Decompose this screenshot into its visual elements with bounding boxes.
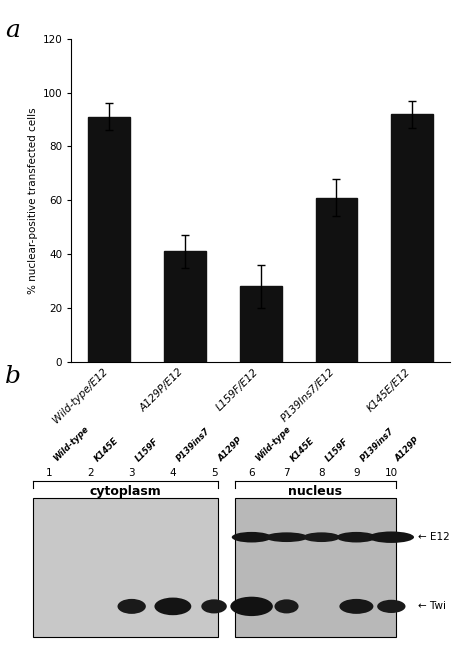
Bar bbox=[88, 117, 130, 362]
Bar bbox=[316, 198, 357, 362]
Text: P139ins7: P139ins7 bbox=[358, 426, 396, 463]
Text: 4: 4 bbox=[170, 468, 176, 477]
Text: Wild-type: Wild-type bbox=[51, 424, 90, 463]
Bar bbox=[235, 499, 395, 637]
Ellipse shape bbox=[230, 597, 273, 616]
Text: L159F: L159F bbox=[134, 437, 161, 463]
Text: P139ins7: P139ins7 bbox=[175, 426, 212, 463]
Ellipse shape bbox=[118, 599, 146, 614]
Text: 5: 5 bbox=[211, 468, 218, 477]
Text: 6: 6 bbox=[248, 468, 255, 477]
Text: A129P: A129P bbox=[393, 435, 421, 463]
Text: ← E12: ← E12 bbox=[419, 532, 450, 542]
Text: 1: 1 bbox=[46, 468, 53, 477]
Ellipse shape bbox=[369, 532, 414, 543]
Y-axis label: % nuclear-positive transfected cells: % nuclear-positive transfected cells bbox=[28, 107, 38, 293]
Bar bbox=[164, 251, 206, 362]
Text: 3: 3 bbox=[128, 468, 135, 477]
Text: cytoplasm: cytoplasm bbox=[90, 485, 161, 498]
Text: 7: 7 bbox=[283, 468, 290, 477]
Text: b: b bbox=[5, 365, 21, 388]
Bar bbox=[33, 499, 218, 637]
Text: 8: 8 bbox=[318, 468, 325, 477]
Text: 10: 10 bbox=[385, 468, 398, 477]
Text: a: a bbox=[5, 19, 19, 43]
Text: 2: 2 bbox=[87, 468, 94, 477]
Text: K145E: K145E bbox=[289, 435, 316, 463]
Ellipse shape bbox=[155, 598, 191, 615]
Bar bbox=[240, 286, 282, 362]
Ellipse shape bbox=[274, 599, 299, 614]
Text: L159F: L159F bbox=[324, 437, 350, 463]
Ellipse shape bbox=[303, 532, 340, 542]
Text: Wild-type: Wild-type bbox=[254, 424, 292, 463]
Ellipse shape bbox=[339, 599, 374, 614]
Text: nucleus: nucleus bbox=[288, 485, 342, 498]
Text: 9: 9 bbox=[353, 468, 360, 477]
Ellipse shape bbox=[337, 532, 376, 543]
Ellipse shape bbox=[377, 599, 406, 613]
Text: A129P: A129P bbox=[216, 435, 244, 463]
Text: K145E: K145E bbox=[92, 435, 120, 463]
Text: ← Twi: ← Twi bbox=[419, 601, 447, 611]
Ellipse shape bbox=[201, 599, 227, 614]
Ellipse shape bbox=[265, 532, 308, 542]
Ellipse shape bbox=[232, 532, 272, 543]
Bar bbox=[392, 114, 433, 362]
